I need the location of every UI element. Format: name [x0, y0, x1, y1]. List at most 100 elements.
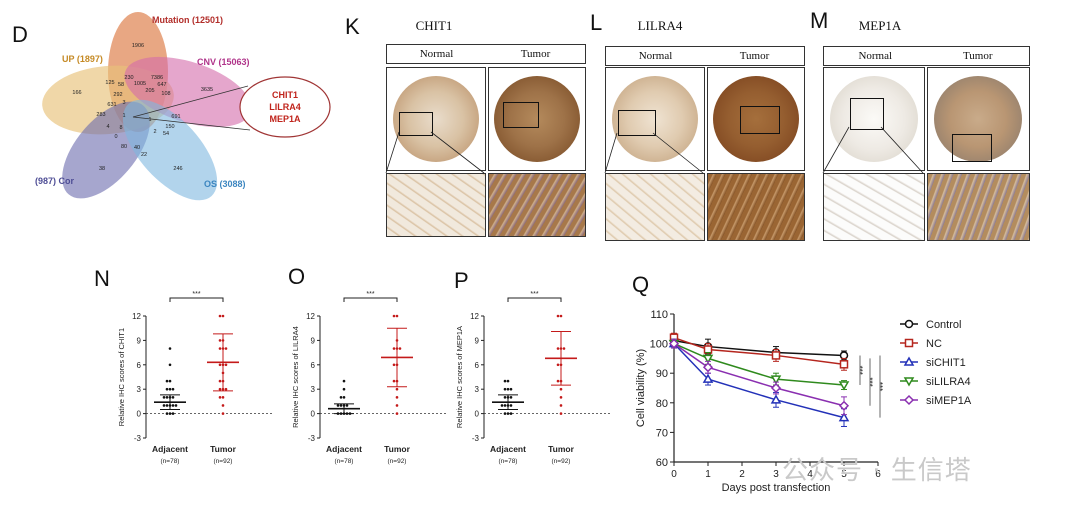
- data-point: [218, 387, 222, 391]
- ihc-tumor-label: Tumor: [739, 50, 770, 62]
- roi-box: [503, 102, 539, 128]
- series-line: [673, 343, 845, 419]
- venn-count: 246: [173, 166, 182, 172]
- data-point: [509, 404, 513, 407]
- group-n: (n=78): [161, 458, 180, 465]
- data-point: [168, 412, 172, 415]
- ihc-header-lilra4: Normal Tumor: [605, 46, 805, 66]
- legend-label: siCHIT1: [926, 357, 966, 369]
- ihc-title-lilra4: LILRA4: [637, 18, 683, 33]
- tma-core: [934, 76, 1022, 162]
- venn-count: 1906: [132, 43, 144, 49]
- x-tick-label: 3: [773, 469, 779, 480]
- legend-label: siLILRA4: [926, 376, 971, 388]
- data-point: [174, 404, 178, 407]
- ihc-normal-label: Normal: [419, 48, 454, 60]
- data-point: [770, 375, 782, 385]
- callout-line-top: [132, 85, 249, 118]
- data-point: [556, 379, 560, 383]
- legend-marker: [903, 394, 915, 406]
- data-point: [559, 412, 563, 415]
- group-n: (n=92): [214, 458, 233, 465]
- y-tick-label: 3: [311, 385, 316, 394]
- callout-gene-mep1a: MEP1A: [269, 114, 301, 124]
- data-point: [500, 404, 504, 407]
- data-point: [556, 363, 560, 367]
- y-axis-label: Relative IHC scores of LILRA4: [291, 326, 300, 428]
- panel-label-P: P: [454, 268, 469, 293]
- y-tick-label: 12: [132, 312, 141, 321]
- series-sililra4: [668, 338, 850, 391]
- data-point: [392, 314, 396, 318]
- x-tick-label: 2: [739, 469, 745, 480]
- y-tick-label: 110: [650, 309, 668, 321]
- ihc-tumor-label: Tumor: [520, 48, 551, 60]
- legend-label: NC: [926, 338, 942, 350]
- data-point: [509, 412, 513, 415]
- data-point: [395, 404, 399, 407]
- zoom-normal-lilra4: [605, 173, 705, 241]
- data-point: [218, 379, 222, 383]
- venn-count: 150: [165, 124, 174, 130]
- data-point: [771, 351, 781, 360]
- legend-marker: [904, 338, 914, 348]
- venn-count: 166: [72, 90, 81, 96]
- data-point: [162, 404, 166, 407]
- venn-label-os: OS (3088): [204, 179, 246, 189]
- y-tick-label: 100: [650, 339, 668, 351]
- y-tick-label: -3: [472, 434, 480, 443]
- data-point: [218, 339, 222, 342]
- data-point: [503, 379, 507, 383]
- y-tick-label: 0: [475, 410, 480, 419]
- venn-diagram: Mutation (12501) UP (1897) CNV (15063) (…: [35, 12, 331, 201]
- panel-label-L: L: [590, 10, 603, 35]
- tma-normal-mep1a: [823, 67, 925, 171]
- ihc-tumor-label: Tumor: [962, 50, 993, 62]
- ihc-title-mep1a: MEP1A: [858, 18, 902, 33]
- panel-label-D: D: [12, 22, 28, 47]
- data-point: [224, 387, 228, 391]
- data-point: [392, 379, 396, 383]
- data-point: [165, 379, 169, 383]
- data-point: [839, 351, 849, 360]
- x-axis-label: Days post transfection: [722, 482, 831, 494]
- data-point: [702, 373, 714, 383]
- venn-count: 108: [161, 91, 170, 97]
- group-label: Tumor: [210, 444, 237, 454]
- significance-label: ***: [366, 291, 374, 298]
- y-tick-label: 80: [656, 398, 668, 410]
- roi-box: [399, 112, 433, 136]
- venn-count: 3635: [201, 87, 213, 93]
- data-point: [224, 347, 228, 350]
- data-point: [345, 404, 349, 407]
- venn-count: 54: [163, 131, 169, 137]
- data-point: [171, 396, 175, 399]
- venn-count: 8: [119, 125, 122, 131]
- zoom-tumor-mep1a: [927, 173, 1030, 241]
- data-point: [339, 396, 343, 399]
- data-point: [839, 360, 849, 369]
- data-point: [506, 412, 510, 415]
- data-point: [342, 387, 346, 391]
- data-point: [770, 394, 782, 404]
- tma-normal-lilra4: [605, 67, 705, 171]
- data-point: [165, 412, 169, 415]
- series-line: [673, 336, 845, 366]
- y-tick-label: 70: [656, 427, 668, 439]
- group-n: (n=78): [335, 458, 354, 465]
- y-tick-label: 3: [475, 385, 480, 394]
- venn-count: 647: [157, 82, 166, 88]
- series-line: [673, 342, 845, 407]
- y-tick-label: 60: [656, 457, 668, 469]
- data-point: [171, 387, 175, 391]
- data-point: [559, 387, 563, 391]
- data-point: [165, 404, 169, 407]
- x-tick-label: 5: [841, 469, 847, 480]
- callout-gene-lilra4: LILRA4: [269, 102, 301, 112]
- data-point: [339, 404, 343, 407]
- tma-tumor-mep1a: [927, 67, 1030, 171]
- venn-count: 230: [124, 75, 133, 81]
- data-point: [218, 363, 222, 367]
- y-tick-label: 0: [311, 410, 316, 419]
